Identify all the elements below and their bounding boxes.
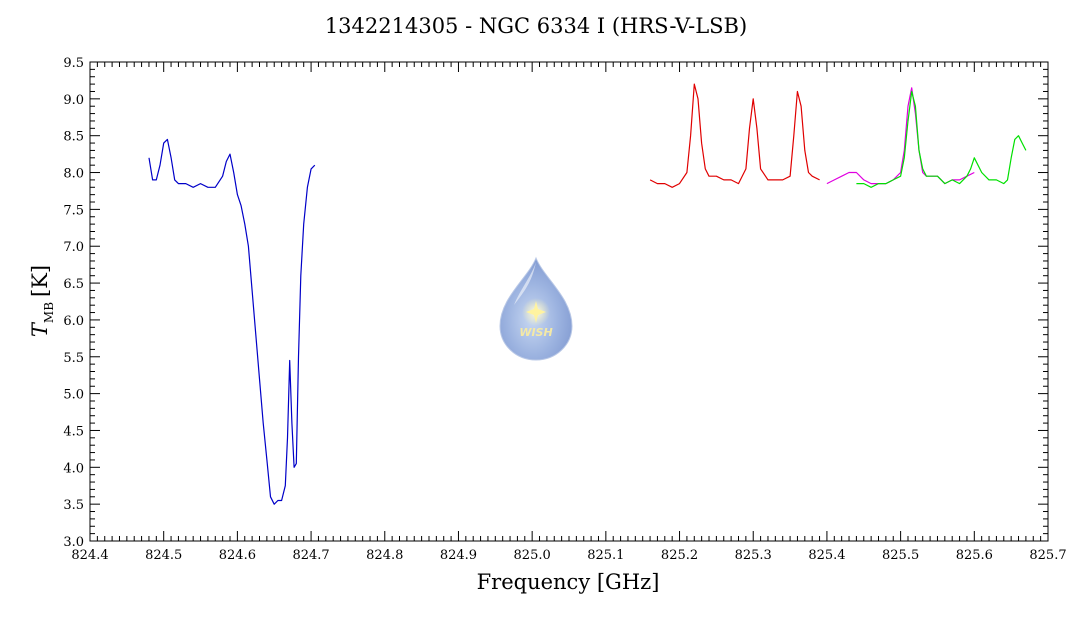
y-tick-label: 8.0 <box>63 167 84 182</box>
y-tick-label: 9.5 <box>63 56 84 71</box>
series-layer <box>148 83 1027 505</box>
x-tick-label: 825.2 <box>661 548 698 563</box>
y-tick-label: 8.5 <box>63 130 84 145</box>
series-line-3 <box>826 87 975 185</box>
y-tick-label: 4.5 <box>63 424 84 439</box>
y-tick-label: 6.0 <box>63 314 84 329</box>
x-tick-label: 825.1 <box>587 548 624 563</box>
svg-text:TMB[K]: TMB [K] <box>28 265 56 337</box>
x-tick-label: 824.8 <box>366 548 403 563</box>
axes: 824.4 824.5 824.6 824.7 824.8 824.9 825.0 825.1… <box>63 56 1066 563</box>
series-line-4 <box>856 90 1027 188</box>
y-tick-label: 3.5 <box>63 498 84 513</box>
x-tick-label: 824.7 <box>292 548 329 563</box>
chart-title: 1342214305 - NGC 6334 I (HRS-V-LSB) <box>324 14 748 38</box>
y-tick-label: 3.0 <box>63 535 84 550</box>
wish-logo: WISH <box>499 256 573 361</box>
x-tick-label: 824.4 <box>71 548 108 563</box>
y-axis-title-main: T <box>28 321 52 337</box>
plot-frame <box>89 61 1049 542</box>
x-tick-label: 824.6 <box>219 548 256 563</box>
x-tick-label: 824.9 <box>440 548 477 563</box>
y-tick-label: 5.5 <box>63 351 84 366</box>
y-tick-label: 5.0 <box>63 388 84 403</box>
x-tick-label: 825.0 <box>514 548 551 563</box>
y-axis-title-sub: MB <box>42 302 56 323</box>
x-axis-title: Frequency [GHz] <box>477 570 660 594</box>
y-axis-title-unit: [K] <box>28 265 52 297</box>
x-tick-label: 825.4 <box>808 548 845 563</box>
x-tick-label: 824.5 <box>145 548 182 563</box>
y-tick-label: 7.0 <box>63 240 84 255</box>
x-tick-label: 825.5 <box>882 548 919 563</box>
y-tick-label: 4.0 <box>63 461 84 476</box>
y-tick-label: 7.5 <box>63 203 84 218</box>
y-axis-title: TMB [K] <box>28 265 56 337</box>
x-tick-label: 825.6 <box>956 548 993 563</box>
y-tick-label: 6.5 <box>63 277 84 292</box>
y-tick-label: 9.0 <box>63 93 84 108</box>
x-tick-label: 825.7 <box>1029 548 1066 563</box>
series-line-2 <box>649 83 820 188</box>
wish-logo-text: WISH <box>519 326 552 339</box>
x-tick-label: 825.3 <box>735 548 772 563</box>
series-line-1 <box>148 138 316 505</box>
star-icon <box>526 301 546 323</box>
